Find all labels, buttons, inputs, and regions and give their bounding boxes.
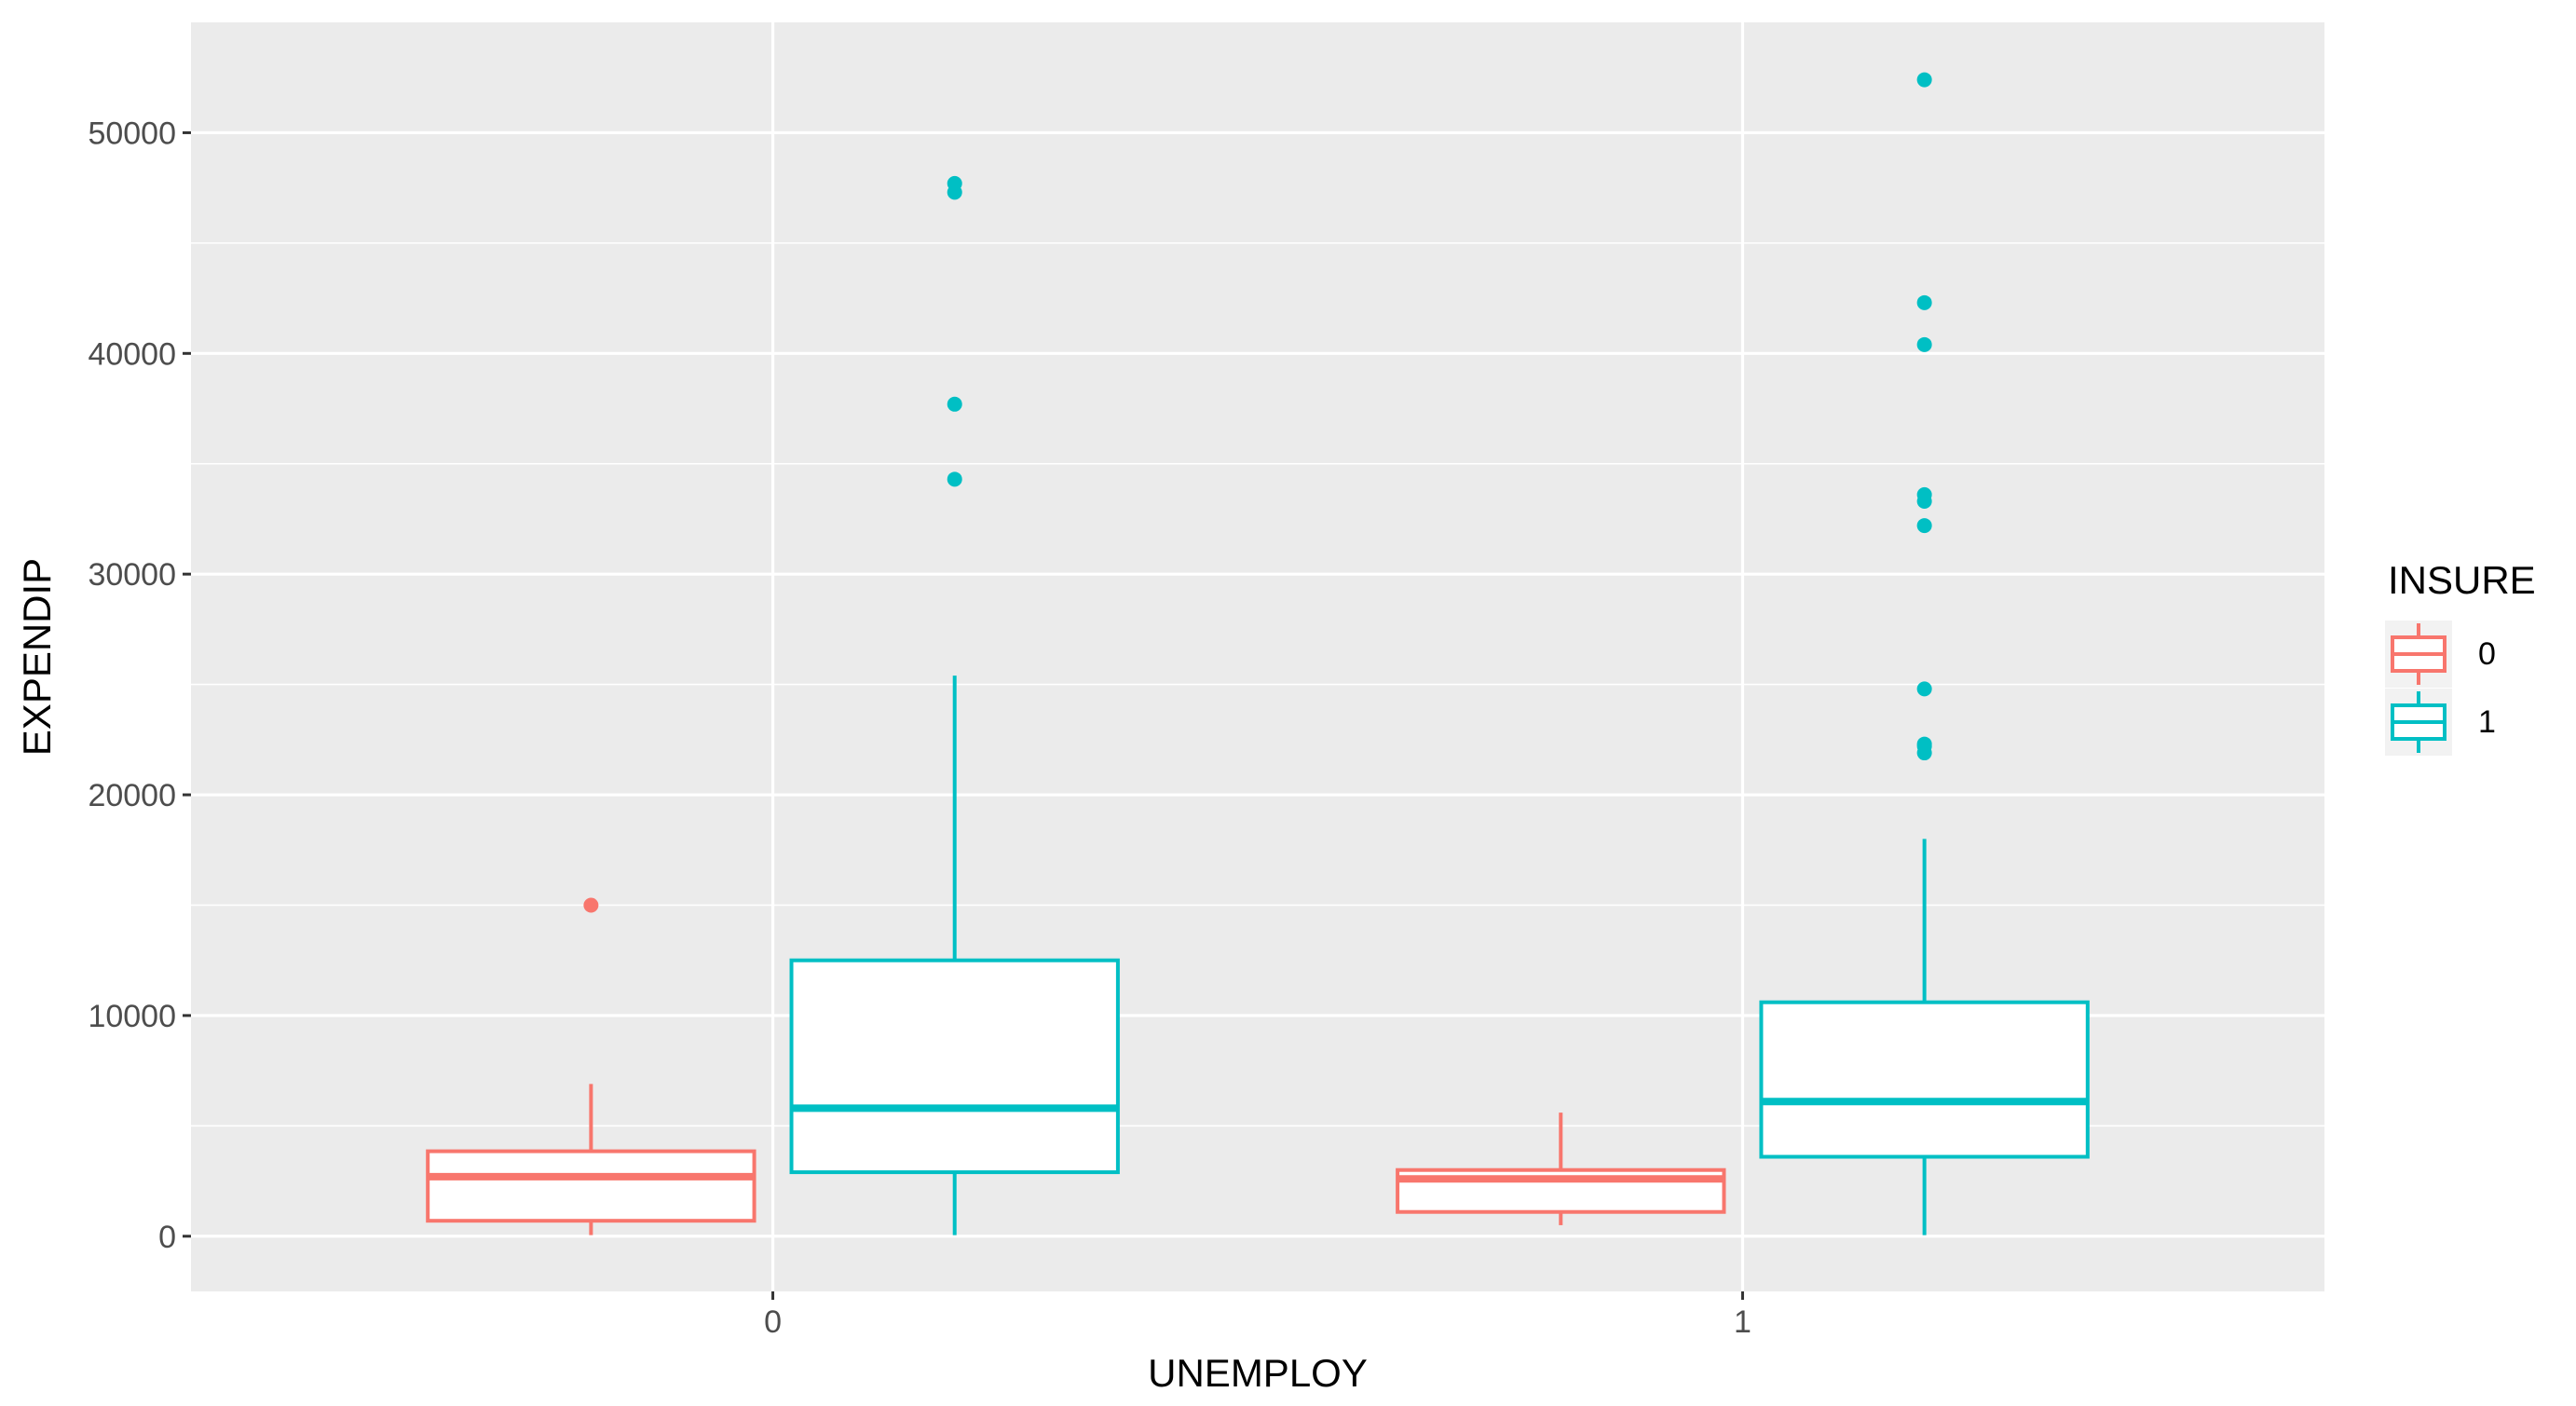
boxes (426, 72, 2090, 1235)
y-tick-label: 20000 (88, 778, 176, 813)
axis-ticks: 0 10000 20000 30000 40000 50000 0 1 (88, 116, 1751, 1340)
outlier-point (1916, 72, 1932, 88)
outlier-point (583, 897, 599, 913)
x-tick-label: 1 (1734, 1304, 1751, 1340)
legend-label-1: 1 (2478, 704, 2496, 740)
y-axis-title: EXPENDIP (15, 558, 59, 756)
outlier-point (947, 396, 962, 412)
box-series-0-cat-1 (1396, 1113, 1726, 1225)
legend-key-1 (2385, 689, 2452, 756)
box-iqr (1759, 1000, 2090, 1159)
box-series-1-cat-1 (1759, 72, 2090, 1235)
outlier-point (947, 175, 962, 191)
x-tick-label: 0 (764, 1304, 782, 1340)
box-iqr (426, 1149, 756, 1223)
legend: INSURE 0 1 (2385, 558, 2536, 756)
legend-keys (2385, 621, 2452, 756)
y-tick-label: 30000 (88, 557, 176, 593)
outlier-point (947, 471, 962, 487)
outlier-point (1916, 294, 1932, 310)
outlier-point (1916, 736, 1932, 752)
outlier-point (1916, 518, 1932, 534)
y-tick-label: 10000 (88, 999, 176, 1034)
legend-label-0: 0 (2478, 636, 2496, 672)
x-axis-title: UNEMPLOY (1148, 1351, 1368, 1395)
y-tick-label: 0 (158, 1220, 176, 1255)
outlier-point (1916, 681, 1932, 697)
box-iqr (789, 958, 1120, 1175)
box-series-1-cat-0 (789, 175, 1120, 1235)
box-series-0-cat-0 (426, 897, 756, 1235)
y-tick-label: 40000 (88, 336, 176, 372)
legend-title: INSURE (2388, 558, 2536, 602)
legend-key-0 (2385, 621, 2452, 688)
outlier-point (1916, 486, 1932, 502)
y-tick-label: 50000 (88, 116, 176, 151)
outlier-point (1916, 336, 1932, 352)
